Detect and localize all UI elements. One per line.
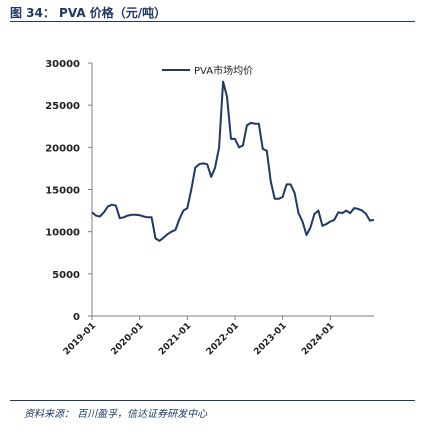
x-tick-label: 2021-01 (157, 321, 193, 357)
source-note: 资料来源： 百川盈孚，信达证券研发中心 (24, 409, 208, 420)
chart-title: 图 34： PVA 价格（元/吨） (10, 6, 167, 20)
y-tick-label: 25000 (45, 101, 80, 112)
source-divider (10, 400, 415, 401)
x-tick-label: 2020-01 (109, 321, 145, 357)
chart-plot-area (91, 80, 375, 242)
x-tick-label: 2019-01 (62, 321, 98, 357)
x-tick-label: 2024-01 (300, 321, 336, 357)
chart-legend: PVA市场均价 (162, 64, 253, 77)
y-tick-label: 5000 (52, 270, 80, 281)
y-tick-label: 0 (73, 312, 80, 323)
y-tick-label: 10000 (45, 228, 80, 239)
y-tick-label: 15000 (45, 186, 80, 197)
chart-axes (91, 63, 374, 317)
x-tick-label: 2022-01 (205, 321, 241, 357)
series-line-pva (91, 80, 375, 242)
y-tick-label: 20000 (45, 143, 80, 154)
x-tick-label: 2023-01 (252, 321, 288, 357)
chart-ticks: 0 5000 10000 15000 20000 25000 30000 2019-01 202… (45, 59, 336, 357)
legend-label-pva: PVA市场均价 (194, 64, 253, 77)
title-divider (10, 21, 415, 22)
y-tick-label: 30000 (45, 59, 80, 70)
